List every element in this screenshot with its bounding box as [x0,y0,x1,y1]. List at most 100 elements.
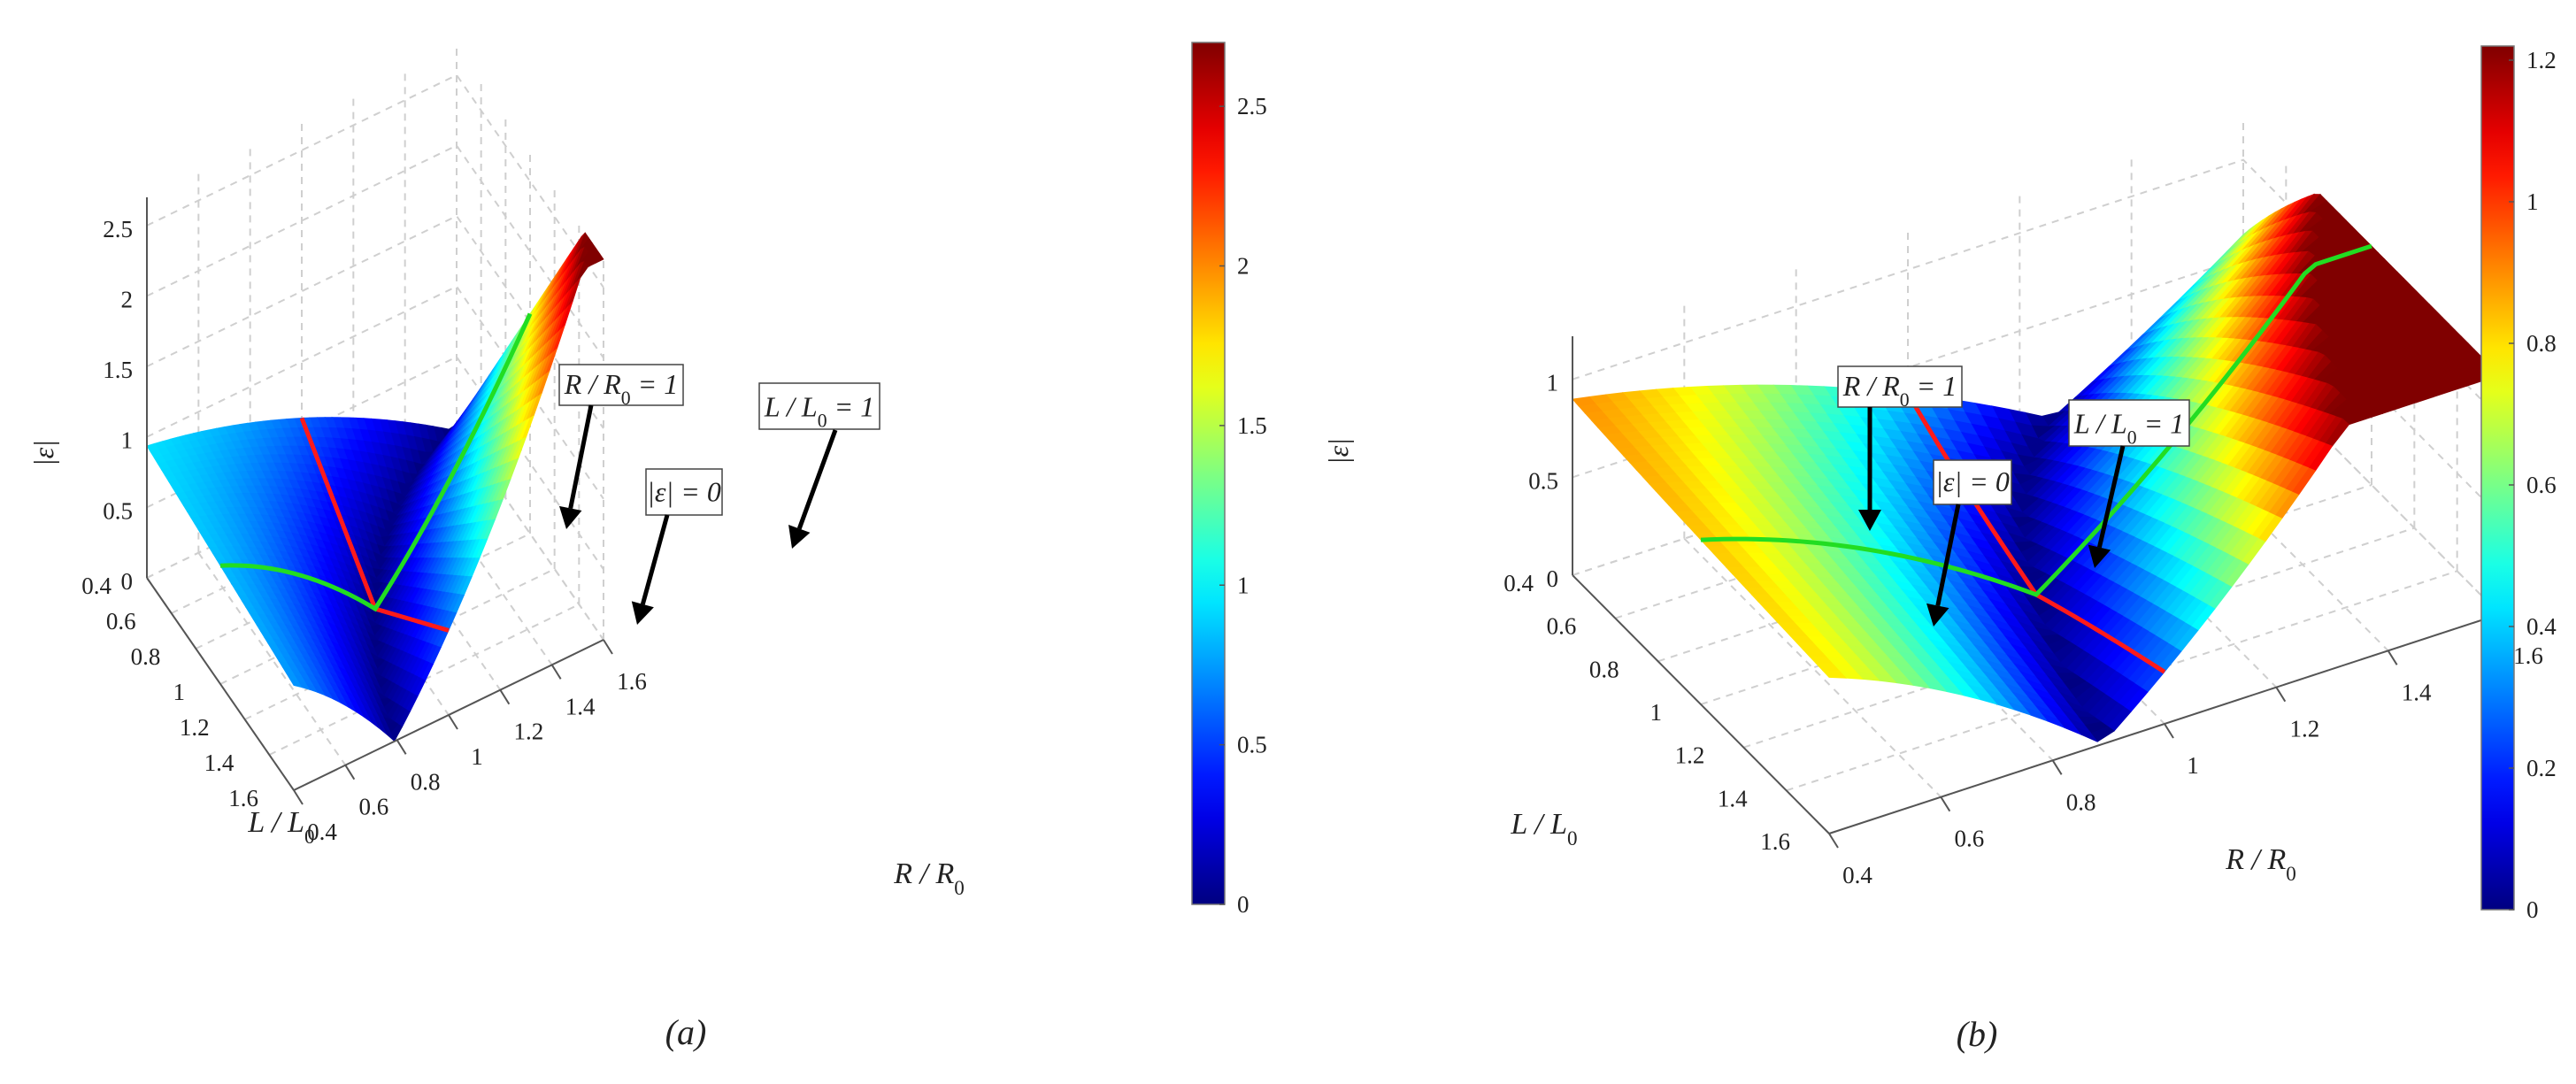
colorbar-tick-label: 1 [2526,188,2539,215]
annotation-2: |ε| = 0 [1926,459,2012,627]
gridline-y [219,533,531,685]
x-tick [2387,650,2398,665]
gridline-y [1743,527,2415,749]
colorbar-tick-label: 0.5 [1237,732,1267,758]
y-axis-line [1572,574,1830,834]
svg-text:L / L0 = 1: L / L0 = 1 [764,390,874,431]
x-axis-label: R / R0 [2225,843,2296,886]
colorbar-gradient [1191,42,1226,905]
annotation-arrowhead [1858,510,1881,531]
annotation-2: |ε| = 0 [631,468,723,625]
annotation-box [2068,399,2190,447]
z-tick-label: 1.5 [103,357,133,383]
annotation-arrow [640,514,670,605]
x-tick-label: 0.4 [307,819,337,845]
y-axis-label: L / L0 [247,806,314,849]
x-tick [603,639,613,655]
z-axis-label: |ε| [27,440,59,466]
svg-text:R / R0 = 1: R / R0 = 1 [564,368,678,409]
x-tick [2051,759,2063,775]
panel-label: (b) [1957,1014,1998,1054]
x-tick [550,664,562,680]
x-tick [1828,833,1839,849]
annotation-arrow [568,404,594,509]
y-tick-label: 1.2 [1675,742,1705,769]
gridline-y [195,497,506,650]
y-tick-label: 1.4 [1718,785,1748,811]
x-tick-label: 0.8 [2066,788,2096,815]
colorbar-tick-label: 0 [1237,891,1250,918]
annotation-arrowhead [2088,544,2111,568]
annotation-box [1837,365,1963,408]
x-axis-label: R / R0 [893,857,965,900]
annotation-3: L / L0 = 1 [2068,399,2190,568]
panel-label: (a) [665,1012,707,1052]
annotation-text: |ε| = 0 [1935,465,2010,497]
x-tick [2164,723,2174,739]
annotation-arrowhead [558,505,582,529]
annotation-box [645,468,723,516]
svg-text:R / R0 = 1: R / R0 = 1 [1842,370,1957,411]
y-tick-label: 1 [1650,699,1663,726]
annotation-arrow [2096,445,2126,549]
y-tick-label: 0.6 [1547,613,1577,640]
axes: 0.4 0.6 0.8 1 1.2 1.4 1.6 0.4 0.6 0.8 1 1.2 1.4 1.6 0 0… [1503,336,2543,888]
z-tick-label: 0.5 [103,497,133,524]
annotation-text: |ε| = 0 [647,475,721,507]
surface-plot-a: 0.40.60.811.21.41.60.40.60.811.21.41.600… [27,42,1267,1052]
annotation-3: L / L0 = 1 [758,382,880,549]
svg-text:R / R0: R / R0 [2225,843,2296,886]
axes: 0.4 0.6 0.8 1 1.2 1.4 1.6 0.4 0.6 0.8 1 1.2 1.4 1.6 0 0… [81,197,647,845]
y-axis-line [146,577,295,791]
gridline-y [1786,570,2457,792]
surface-plot-b: 0.40.60.811.21.41.60.40.60.811.21.41.600… [1322,45,2557,1054]
colorbar: 0 0.2 0.4 0.6 0.8 1 1.2 [2480,45,2557,923]
x-tick-label: 0.6 [1954,826,1984,852]
gridline-y [244,568,556,720]
colorbar-gradient [2480,45,2515,911]
x-tick-label: 1.2 [513,719,543,745]
annotation-text: R / R0 = 1 [564,368,678,409]
x-tick [448,714,458,730]
colorbar-tick-label: 1.2 [2526,47,2557,73]
annotation-1: R / R0 = 1 [558,364,684,529]
x-tick-label: 0.8 [411,768,441,795]
surface [146,232,604,742]
x-tick [344,765,356,780]
annotation-text: R / R0 = 1 [1842,370,1957,411]
colorbar-tick-label: 1 [1237,572,1250,598]
y-tick-label: 0.4 [81,573,111,599]
annotation-arrowhead [1926,603,1949,627]
svg-text:L / L0: L / L0 [247,806,314,849]
colorbar-tick-label: 0.8 [2526,330,2557,357]
annotation-text: L / L0 = 1 [764,390,874,431]
x-tick [396,739,407,755]
colorbar-tick-label: 2 [1237,253,1250,280]
z-tick-label: 1 [1547,370,1559,396]
annotation-text: L / L0 = 1 [2073,407,2184,448]
y-tick-label: 1.4 [204,750,235,776]
z-tick-label: 2.5 [103,216,133,242]
x-tick-label: 1 [471,743,483,770]
svg-text:L / L0 = 1: L / L0 = 1 [2073,407,2184,448]
z-tick-label: 0.5 [1528,467,1558,494]
x-tick-label: 1.4 [2402,679,2432,705]
x-tick-label: 0.6 [358,794,388,820]
annotation-box [558,364,684,406]
gridline-y [171,462,482,614]
annotation-arrow [796,429,838,530]
y-tick-label: 1.6 [1760,828,1790,855]
x-tick [1940,796,1951,812]
y-tick-label: 0.8 [131,643,161,670]
z-tick-label: 0 [121,568,134,595]
x-tick-label: 1.6 [617,668,647,695]
colorbar-tick-label: 2.5 [1237,93,1267,119]
colorbar: 0 0.5 1 1.5 2 2.5 [1191,42,1267,918]
y-tick-label: 1 [173,679,186,705]
colorbar-tick-label: 0 [2526,896,2539,923]
annotation-box [758,382,880,430]
svg-text:R / R0: R / R0 [893,857,965,900]
y-axis-label: L / L0 [1510,808,1577,850]
z-axis-label: |ε| [1322,438,1354,465]
